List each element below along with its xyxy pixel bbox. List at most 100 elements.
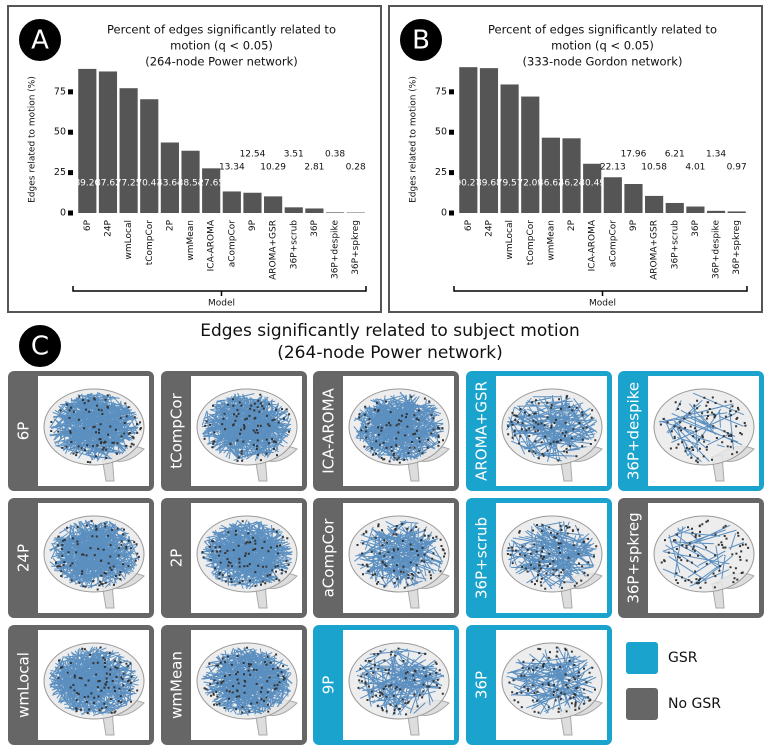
x-tick-label: 2P [567,219,577,231]
x-tick-label: 2P [165,219,175,231]
x-tick-label: 9P [248,219,258,231]
x-tick-label: 9P [629,219,639,231]
value-label: 46.62 [538,179,564,189]
brain [653,515,755,593]
x-tick-label: tCompCor [145,220,155,266]
value-label: 0.28 [346,163,366,173]
panel-label: 2P [168,549,186,568]
panel-c-title: (264-node Power network) [277,343,503,363]
x-tick-label: 36P+spkreg [732,220,742,275]
panel-label: ICA-AROMA [320,387,338,473]
y-tick-mark [68,170,73,176]
value-label: 6.21 [665,150,685,160]
x-tick-label: 36P+despike [331,220,341,279]
legend-label: GSR [668,650,698,666]
y-tick-label: 50 [54,127,66,138]
edges [506,646,597,715]
panel-label: A [31,26,49,56]
bar [603,177,622,213]
y-tick-label: 75 [435,86,447,97]
value-label: 77.25 [116,179,142,189]
nodes [57,646,139,714]
y-tick-label: 0 [60,208,66,219]
value-label: 0.97 [727,163,747,173]
bar [645,195,664,213]
bar [562,138,581,213]
edges [506,521,597,590]
bar [243,192,262,213]
x-tick-label: AROMA+GSR [269,220,279,280]
x-tick-label: tCompCor [526,220,536,266]
value-label: 4.01 [685,163,705,173]
value-label: 10.29 [260,163,286,173]
panel-label: B [412,26,430,56]
legend-swatch [626,688,658,720]
bar [98,71,118,214]
x-bracket [72,286,367,296]
bar [119,88,138,213]
x-tick-label: aCompCor [227,220,237,268]
bar [284,207,303,213]
bar [305,208,324,213]
y-tick-label: 50 [435,127,447,138]
x-tick-label: 6P [83,219,93,231]
panel-label: wmLocal [15,652,33,718]
nodes [203,646,286,714]
x-axis-label: Model [208,299,235,309]
value-label: 38.54 [178,179,204,189]
value-label: 17.96 [621,150,647,160]
bar [222,191,241,213]
value-label: 12.54 [240,150,266,160]
x-tick-label: 36P+spkreg [351,220,361,275]
bar [202,168,221,213]
y-tick-mark [68,129,73,135]
x-bracket [453,286,748,296]
panel-label: wmMean [168,651,186,719]
brain [653,388,755,466]
bar [479,68,499,213]
value-label: 89.20 [74,179,100,189]
x-tick-label: aCompCor [608,220,618,268]
panel-b-frame [388,5,763,313]
bar [325,212,345,213]
y-tick-mark [449,129,454,135]
bar [160,142,179,213]
x-tick-label: 36P+scrub [670,220,680,269]
bar [521,96,540,213]
y-tick-mark [449,89,454,95]
x-tick-label: AROMA+GSR [650,220,660,280]
value-label: 46.24 [559,179,585,189]
x-tick-label: wmMean [186,220,196,261]
x-tick-label: ICA-AROMA [207,219,217,271]
value-label: 43.64 [157,179,183,189]
value-label: 3.51 [284,150,304,160]
value-label: 13.34 [219,163,245,173]
value-label: 0.38 [325,150,345,160]
bar [264,196,283,213]
value-label: 70.43 [136,179,162,189]
panel-label: C [31,332,49,362]
x-tick-label: 6P [464,219,474,231]
panel-label: 36P [473,671,491,699]
chart-title: Percent of edges significantly related t… [488,23,717,37]
nodes [660,519,750,589]
panel-label: 24P [15,544,33,572]
x-tick-label: 36P [310,219,320,236]
panel-label: 9P [320,676,338,695]
label-circle [17,17,63,63]
bar [140,99,159,213]
legend-swatch [626,642,658,674]
chart-title: motion (q < 0.05) [551,39,654,53]
label-circle [398,17,444,63]
panel-label: 36P+despike [625,382,643,480]
y-tick-mark [68,210,73,216]
y-tick-mark [449,210,454,216]
value-label: 1.34 [706,150,726,160]
y-axis-label: Edges related to motion (%) [28,76,38,203]
panel-c-title: Edges significantly related to subject m… [200,321,580,341]
edges [201,646,293,716]
x-tick-label: wmLocal [505,220,515,259]
bar [459,67,478,213]
bar [500,84,519,214]
panel-label: aCompCor [320,518,338,598]
